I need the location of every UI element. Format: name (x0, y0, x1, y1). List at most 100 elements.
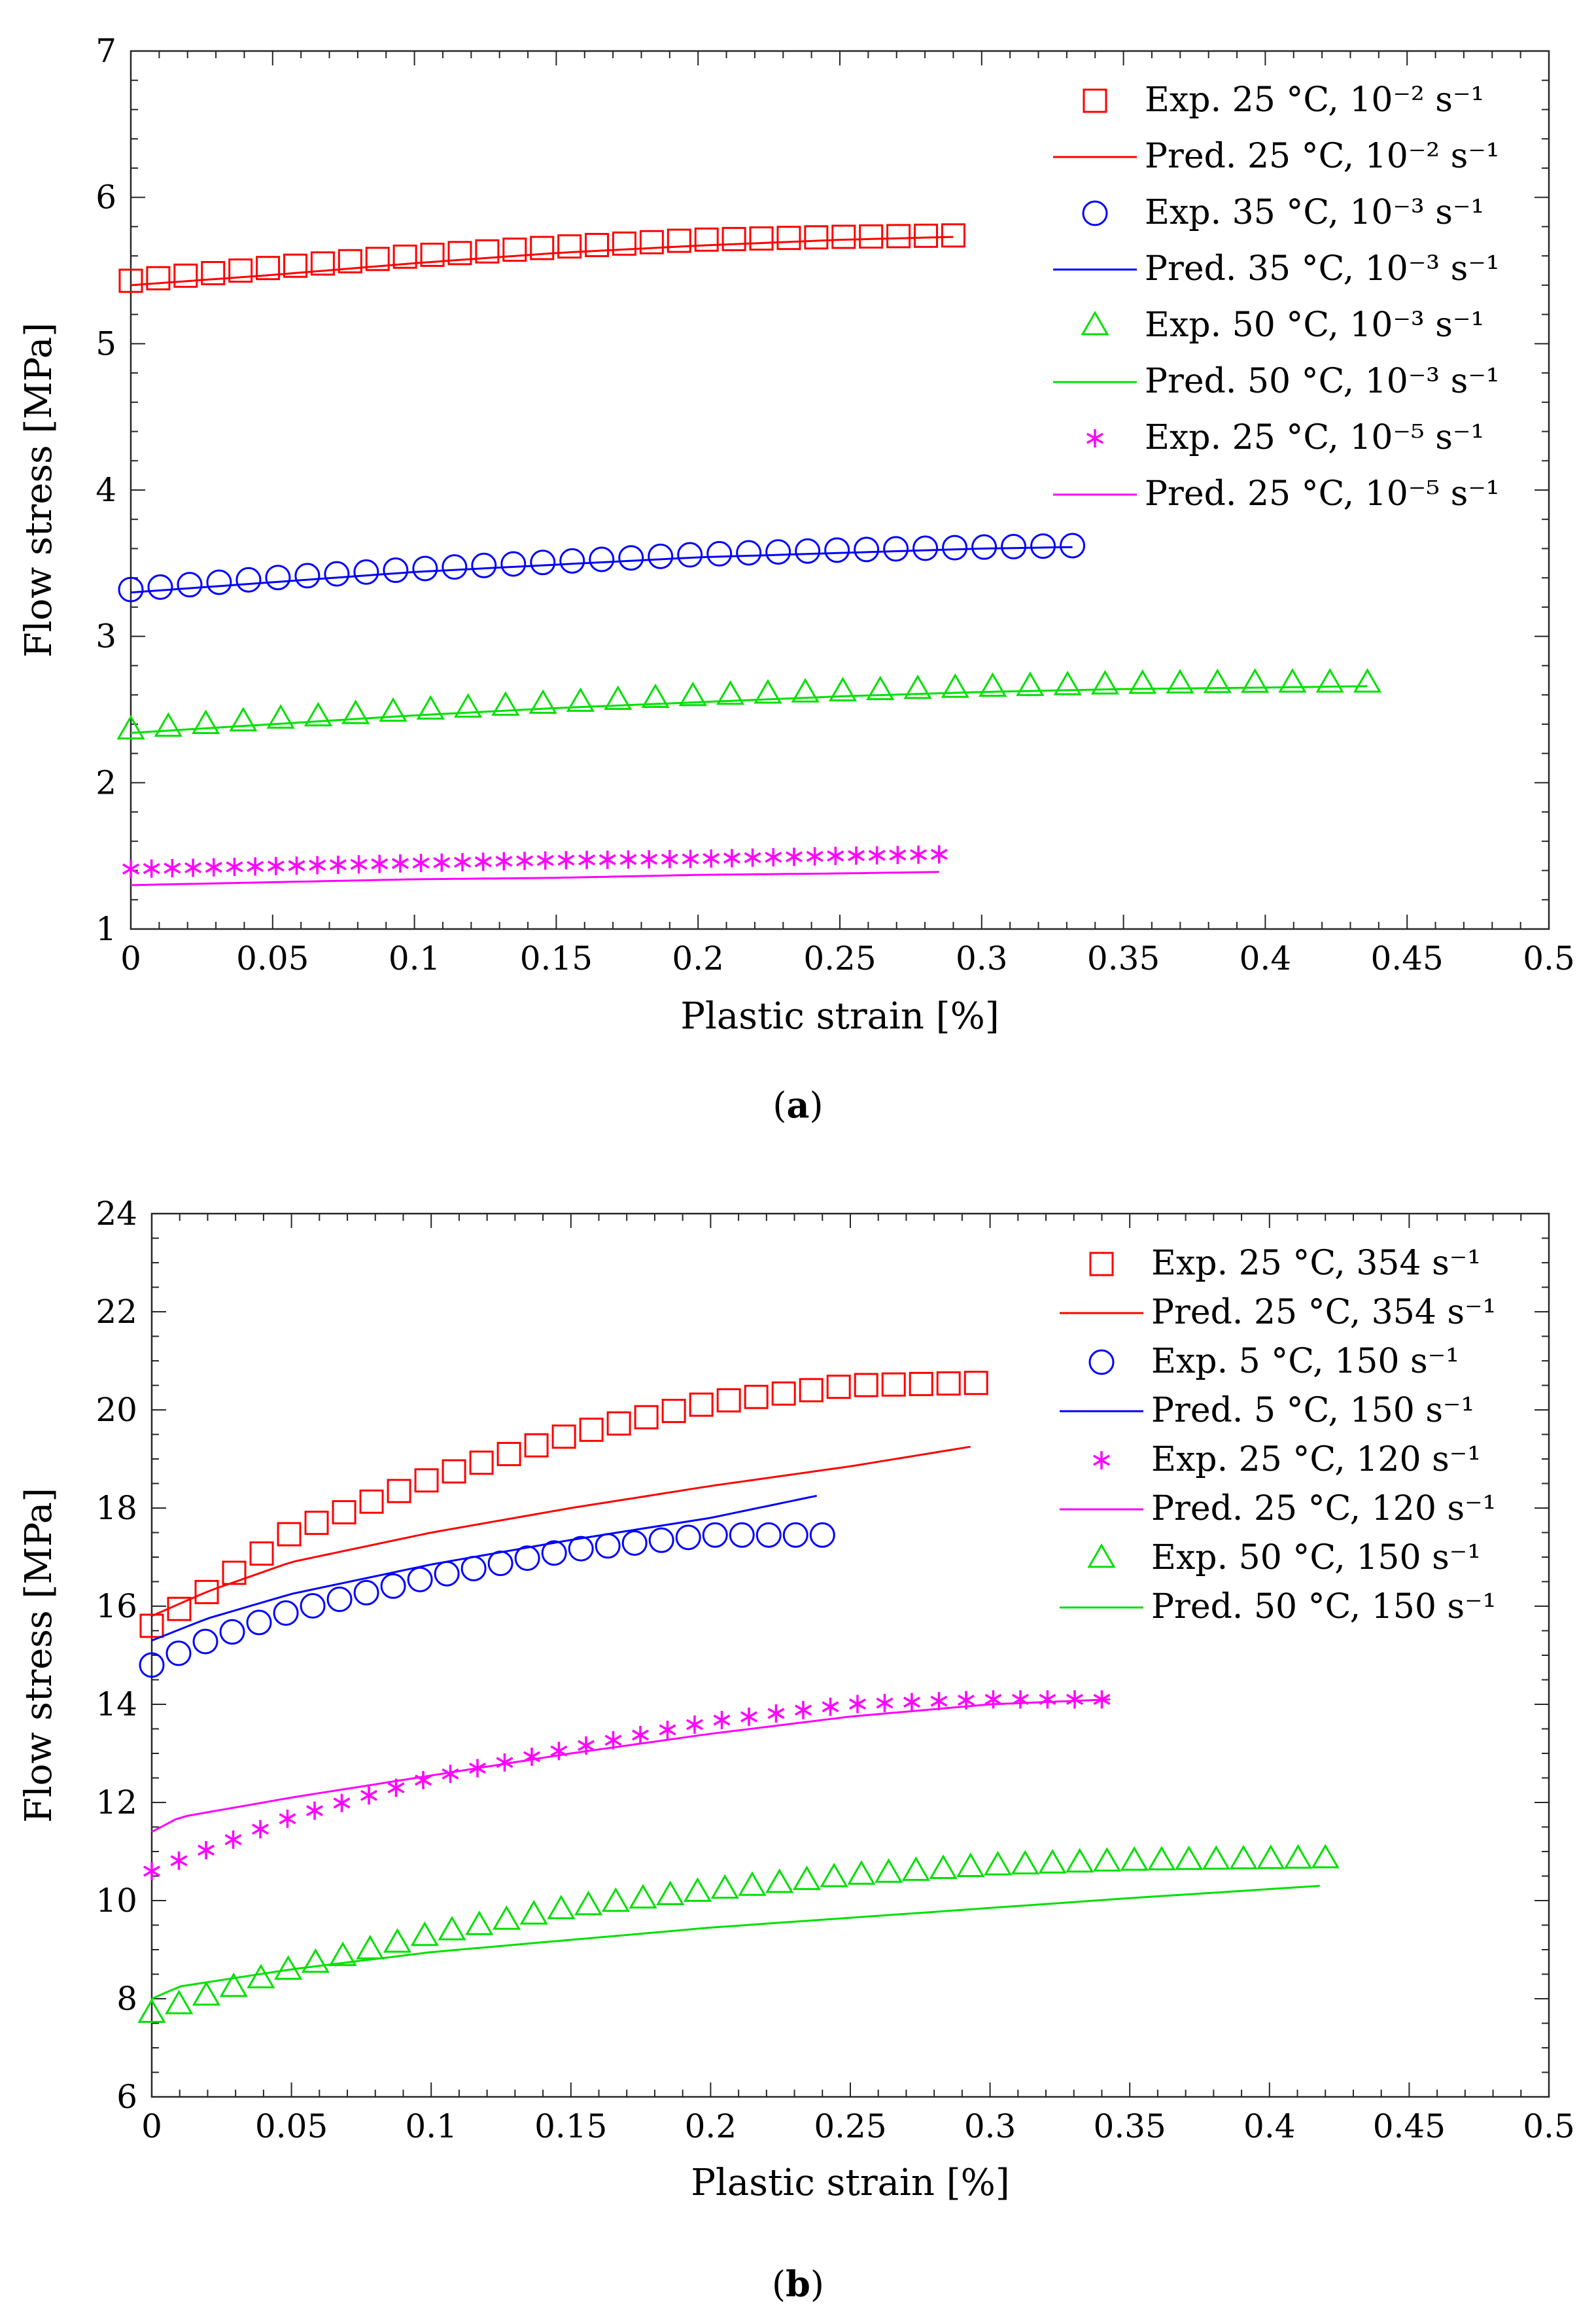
data-point (530, 550, 556, 576)
data-point (412, 854, 430, 873)
data-point (847, 1860, 876, 1885)
data-point (1202, 1845, 1230, 1870)
data-point (559, 548, 585, 574)
data-point (350, 855, 368, 874)
data-point (578, 851, 596, 869)
y-tick-label: 22 (95, 1293, 137, 1331)
data-point (392, 244, 417, 269)
x-tick-label: 0.45 (1371, 939, 1444, 977)
data-point (329, 855, 347, 874)
data-point (147, 574, 173, 600)
x-tick-label: 0.4 (1240, 939, 1292, 977)
data-point (606, 1411, 631, 1436)
x-tick-label: 0.15 (520, 939, 593, 977)
data-point (360, 1786, 377, 1805)
data-point (201, 260, 226, 285)
series-exp-25-c-120-s (143, 1690, 1111, 1880)
y-tick-label: 7 (95, 32, 116, 70)
data-point (1353, 668, 1382, 693)
data-point (222, 1560, 247, 1585)
data-point (631, 1725, 649, 1744)
data-point (496, 1441, 521, 1466)
data-point (589, 546, 615, 572)
data-point (519, 1900, 548, 1925)
x-tick-label: 0.35 (1087, 939, 1160, 977)
data-point (706, 540, 733, 567)
caption-a: (a) (772, 1084, 823, 1126)
data-point (122, 860, 139, 879)
data-point (184, 858, 202, 877)
legend-label: Exp. 25 °C, 10⁻² s⁻¹ (1145, 80, 1484, 120)
data-point (716, 1388, 741, 1413)
data-point (820, 1863, 848, 1888)
legend-marker-swatch (1083, 88, 1107, 113)
pred-line (151, 1885, 1320, 2000)
data-point (677, 542, 703, 568)
y-tick-label: 12 (95, 1783, 137, 1821)
data-point (604, 1731, 622, 1750)
data-point (412, 555, 438, 582)
data-point (659, 1720, 676, 1739)
data-point (383, 1928, 412, 1953)
data-point (267, 856, 285, 875)
data-point (1066, 1690, 1083, 1709)
pred-line (130, 685, 1368, 734)
data-point (273, 1600, 299, 1626)
data-point (502, 237, 527, 262)
data-point (604, 685, 633, 711)
data-point (795, 538, 821, 564)
data-point (619, 850, 637, 869)
data-point (782, 1522, 808, 1548)
data-point (941, 223, 965, 248)
data-point (903, 1693, 920, 1712)
data-point (744, 848, 761, 867)
chart-panel-a: 0 0.05 0.1 0.15 0.2 0.25 0.3 0.35 0.4 0.45 0.5 1 2 3 4… (18, 32, 1575, 1038)
data-point (256, 256, 281, 281)
x-tick-label: 0.35 (1094, 2107, 1166, 2145)
pred-line (151, 1494, 818, 1642)
data-point (465, 1910, 494, 1935)
data-point (804, 225, 829, 250)
data-point (1283, 1844, 1313, 1869)
data-point (1038, 1849, 1067, 1874)
data-point (682, 849, 699, 868)
data-point (809, 1522, 835, 1548)
data-point (453, 852, 471, 871)
data-point (224, 1830, 242, 1849)
data-point (420, 242, 445, 267)
legend-label: Exp. 25 °C, 10⁻⁵ s⁻¹ (1145, 418, 1484, 457)
legend-label: Exp. 35 °C, 10⁻³ s⁻¹ (1145, 193, 1484, 232)
data-point (703, 849, 720, 868)
y-tick-label: 1 (95, 910, 116, 948)
data-point (912, 535, 939, 561)
x-tick-label: 0.1 (405, 2107, 457, 2145)
data-point (767, 1704, 785, 1723)
caption-b: (b) (772, 2263, 824, 2305)
data-point (235, 567, 262, 593)
data-point (826, 1375, 851, 1399)
data-point (304, 701, 333, 727)
data-point (754, 679, 782, 704)
y-tick-label: 20 (95, 1391, 137, 1429)
data-point (514, 1545, 540, 1572)
data-point (416, 695, 445, 720)
data-point (536, 851, 554, 870)
data-point (1030, 533, 1056, 559)
data-point (194, 1579, 219, 1604)
data-point (1203, 668, 1232, 694)
series-exp-50-c-150-s (137, 1844, 1340, 2023)
data-point (598, 851, 616, 869)
data-point (332, 1500, 356, 1524)
data-point (192, 1628, 218, 1655)
legend-label: Pred. 25 °C, 10⁻⁵ s⁻¹ (1145, 474, 1500, 514)
x-tick-label: 0 (120, 939, 141, 977)
data-point (876, 1694, 893, 1713)
data-point (383, 557, 409, 584)
y-tick-label: 5 (95, 325, 116, 362)
data-point (661, 1399, 686, 1424)
data-point (765, 1868, 794, 1893)
data-point (1039, 1690, 1056, 1709)
legend-marker-swatch (1087, 1543, 1116, 1568)
series-pred-25-c-10-s (130, 871, 939, 887)
data-point (228, 258, 253, 283)
